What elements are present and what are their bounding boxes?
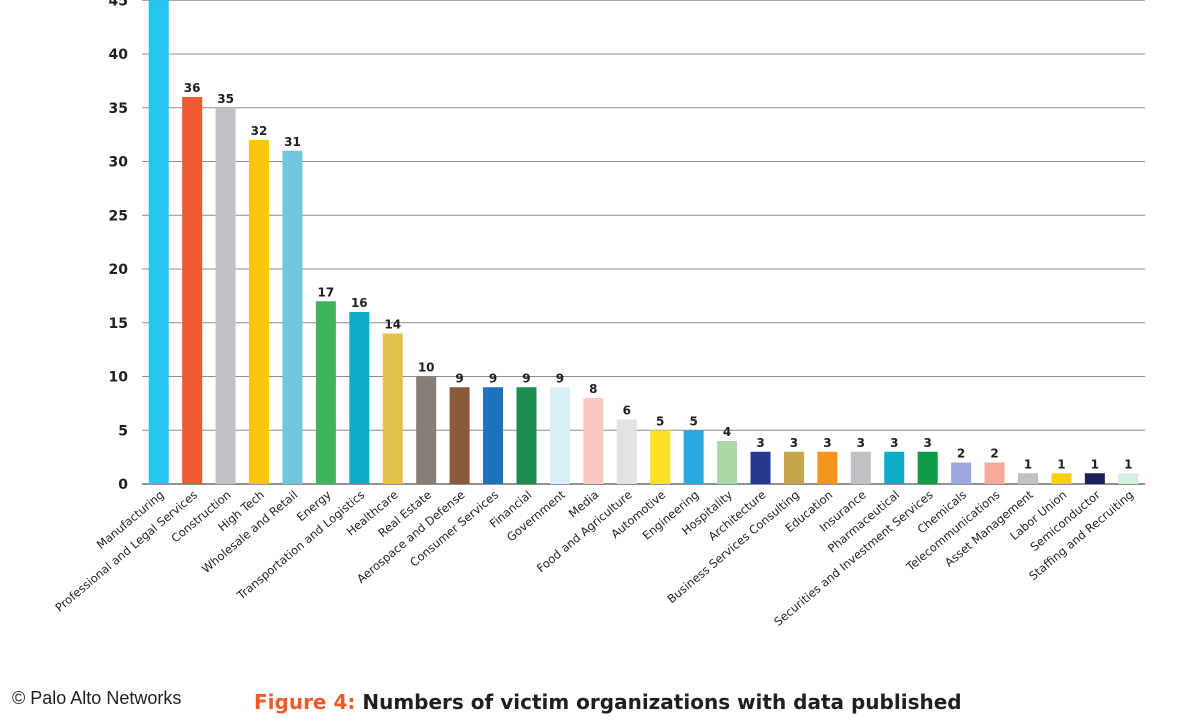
copyright-notice: © Palo Alto Networks: [12, 688, 182, 708]
y-tick-label-35: 35: [109, 101, 128, 117]
bars: [148, 0, 1139, 484]
value-label-telecommunications: 2: [990, 447, 998, 461]
value-label-architecture: 3: [756, 436, 764, 450]
bar-automotive: [650, 430, 671, 484]
bar-business-services-consulting: [783, 451, 804, 484]
y-tick-label-15: 15: [109, 316, 128, 332]
value-label-healthcare: 14: [384, 318, 401, 332]
value-label-engineering: 5: [689, 414, 697, 428]
value-label-wholesale-and-retail: 31: [284, 135, 301, 149]
bar-energy: [315, 301, 336, 484]
bar-consumer-services: [483, 387, 504, 484]
bar-semiconductor: [1084, 473, 1105, 484]
value-label-securities-and-investment-services: 3: [924, 436, 932, 450]
value-label-energy: 17: [318, 285, 335, 299]
bar-food-and-agriculture: [616, 419, 637, 484]
bar-telecommunications: [984, 462, 1005, 484]
y-axis-tick-labels: 0 5 10 15 20 25 30 35 40 45: [109, 0, 129, 493]
y-tick-label-30: 30: [109, 155, 129, 171]
value-label-semiconductor: 1: [1091, 457, 1099, 471]
value-label-government: 9: [556, 371, 564, 385]
x-label-professional-and-legal-services: Professional and Legal Services: [52, 488, 200, 615]
value-label-chemicals: 2: [957, 447, 965, 461]
bar-hospitality: [717, 441, 738, 484]
bar-education: [817, 451, 838, 484]
bar-transportation-and-logistics: [349, 312, 370, 484]
bar-construction: [215, 107, 236, 484]
y-tick-label-40: 40: [109, 47, 129, 63]
value-label-education: 3: [823, 436, 831, 450]
bar-aerospace-and-defense: [449, 387, 470, 484]
bar-healthcare: [382, 333, 403, 484]
figure-label: Figure 4:: [254, 690, 356, 714]
x-label-government: Government: [504, 487, 568, 544]
bar-media: [583, 398, 604, 484]
bar-engineering: [683, 430, 704, 484]
value-label-business-services-consulting: 3: [790, 436, 798, 450]
bar-high-tech: [249, 140, 270, 484]
value-label-aerospace-and-defense: 9: [455, 371, 463, 385]
bar-labor-union: [1051, 473, 1072, 484]
value-label-consumer-services: 9: [489, 371, 497, 385]
value-label-pharmaceutical: 3: [890, 436, 898, 450]
bar-manufacturing: [148, 0, 169, 484]
bar-staffing-and-recruiting: [1118, 473, 1139, 484]
value-label-automotive: 5: [656, 414, 664, 428]
value-label-labor-union: 1: [1057, 457, 1065, 471]
value-label-asset-management: 1: [1024, 457, 1032, 471]
y-tick-label-10: 10: [109, 370, 129, 386]
bar-professional-and-legal-services: [182, 97, 203, 484]
y-tick-label-45: 45: [109, 0, 128, 9]
y-tick-label-0: 0: [118, 477, 128, 493]
grid-lines: [142, 0, 1145, 485]
value-label-construction: 35: [217, 92, 234, 106]
y-tick-label-25: 25: [109, 208, 128, 224]
bar-insurance: [850, 451, 871, 484]
value-label-media: 8: [589, 382, 597, 396]
figure-caption-text: Numbers of victim organizations with dat…: [362, 690, 962, 714]
figure-caption: Figure 4: Numbers of victim organization…: [254, 690, 962, 714]
value-label-transportation-and-logistics: 16: [351, 296, 368, 310]
bar-architecture: [750, 451, 771, 484]
value-label-high-tech: 32: [251, 124, 268, 138]
value-label-professional-and-legal-services: 36: [184, 81, 201, 95]
value-label-hospitality: 4: [723, 425, 731, 439]
bar-real-estate: [416, 376, 437, 484]
value-label-staffing-and-recruiting: 1: [1124, 457, 1132, 471]
value-label-insurance: 3: [857, 436, 865, 450]
bar-chemicals: [951, 462, 972, 484]
y-tick-label-20: 20: [109, 262, 129, 278]
value-label-food-and-agriculture: 6: [623, 404, 631, 418]
bar-government: [549, 387, 570, 484]
value-label-financial: 9: [522, 371, 530, 385]
y-tick-label-5: 5: [118, 423, 128, 439]
bar-securities-and-investment-services: [917, 451, 938, 484]
bar-asset-management: [1017, 473, 1038, 484]
bar-wholesale-and-retail: [282, 150, 303, 484]
value-label-real-estate: 10: [418, 361, 435, 375]
bar-pharmaceutical: [884, 451, 905, 484]
bar-financial: [516, 387, 537, 484]
